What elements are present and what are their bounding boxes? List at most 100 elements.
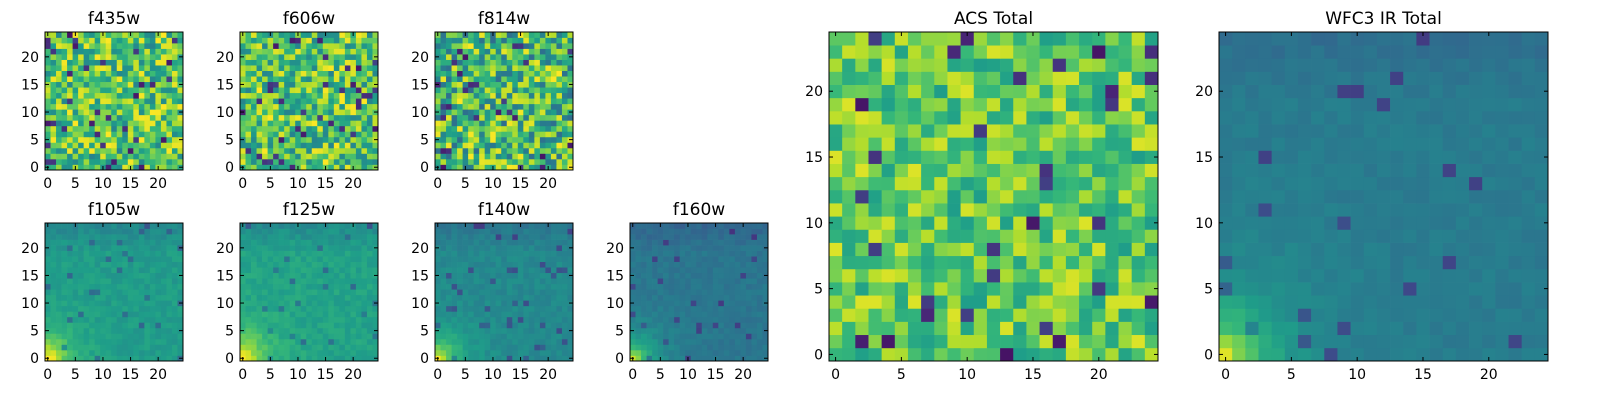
heatmap-cell [523,311,530,318]
heatmap-cell [685,349,692,356]
heatmap-cell [105,98,112,105]
heatmap-cell [67,300,73,307]
heatmap-cell [501,43,508,49]
heatmap-cell [339,289,346,296]
heatmap-cell [473,142,480,149]
heatmap-cell [734,333,741,340]
heatmap-cell [1013,295,1027,309]
heatmap-cell [45,65,51,71]
heatmap-cell [506,278,513,285]
heatmap-cell [122,98,129,105]
heatmap-cell [306,278,313,285]
heatmap-cell [685,250,692,257]
heatmap-cell [712,283,719,290]
heatmap-cell [300,131,307,138]
heatmap-cell [344,344,351,351]
heatmap-cell [490,92,497,99]
heatmap-cell [105,87,112,94]
heatmap-cell [567,234,574,240]
heatmap-cell [67,294,73,301]
heatmap-cell [133,37,140,44]
heatmap-cell [372,338,379,345]
heatmap-cell [78,87,84,94]
heatmap-cell [986,242,1001,257]
heatmap-cell [986,334,1001,349]
heatmap-cell [556,289,563,296]
heatmap-cell [372,158,379,165]
x-tick-label: 15 [512,367,530,383]
heatmap-cell [61,120,68,127]
heatmap-cell [350,43,357,49]
heatmap-cell [723,300,730,307]
heatmap-cell [435,283,441,290]
heatmap-cell [267,37,274,44]
heatmap-cell [545,43,552,49]
heatmap-cell [512,43,519,49]
heatmap-cell [986,295,1001,309]
heatmap-cell [61,98,68,105]
heatmap-cell [451,37,458,44]
heatmap-cell [322,131,329,138]
heatmap-cell [473,289,480,296]
heatmap-cell [295,109,302,116]
heatmap-cell [245,114,252,121]
heatmap-cell [339,125,346,132]
heatmap-cell [986,268,1001,283]
heatmap-cell [973,242,988,257]
heatmap-cell [973,229,988,243]
heatmap-cell [256,70,263,77]
heatmap-cell [245,305,252,312]
heatmap-cell [506,272,513,279]
heatmap-cell [685,278,692,285]
heatmap-cell [267,333,274,340]
heatmap-cell [451,294,458,301]
heatmap-cell [273,245,279,251]
heatmap-cell [289,338,296,345]
heatmap-cell [842,334,856,349]
heatmap-cell [762,289,769,296]
y-tick-label: 10 [21,296,39,312]
heatmap-cell [56,300,62,307]
heatmap-cell [473,338,480,345]
heatmap-cell [273,272,279,279]
heatmap-cell [45,70,51,77]
heatmap-cell [94,136,101,143]
heatmap-cell [534,344,541,351]
heatmap-cell [440,316,447,323]
heatmap-cell [116,283,123,290]
heatmap-cell [495,158,502,165]
heatmap-cell [1105,282,1119,296]
heatmap-cell [641,300,647,307]
heatmap-cell [361,98,368,105]
heatmap-cell [350,120,357,127]
heatmap-cell [127,278,134,285]
heatmap-cell [133,322,140,329]
heatmap-cell [328,300,335,307]
heatmap-cell [473,272,480,279]
heatmap-cell [539,142,546,149]
heatmap-cell [78,311,84,318]
heatmap-cell [317,98,324,105]
heatmap-cell [523,300,530,307]
heatmap-cell [663,300,669,307]
heatmap-cell [355,142,362,149]
heatmap-cell [635,245,642,251]
heatmap-cell [734,223,741,229]
heatmap-cell [116,349,123,356]
heatmap-cell [160,109,167,116]
heatmap-cell [177,87,184,94]
heatmap-cell [273,120,279,127]
heatmap-cell [490,289,497,296]
heatmap-cell [729,349,736,356]
heatmap-cell [366,142,373,149]
heatmap-cell [166,305,173,312]
heatmap-cell [663,322,669,329]
heatmap-cell [322,48,329,55]
heatmap-cell [366,322,373,329]
heatmap-cell [133,333,140,340]
heatmap-cell [166,267,173,274]
heatmap-cell [534,153,541,160]
x-tick-label: 20 [539,176,557,192]
heatmap-cell [679,261,686,268]
heatmap-cell [116,142,123,149]
